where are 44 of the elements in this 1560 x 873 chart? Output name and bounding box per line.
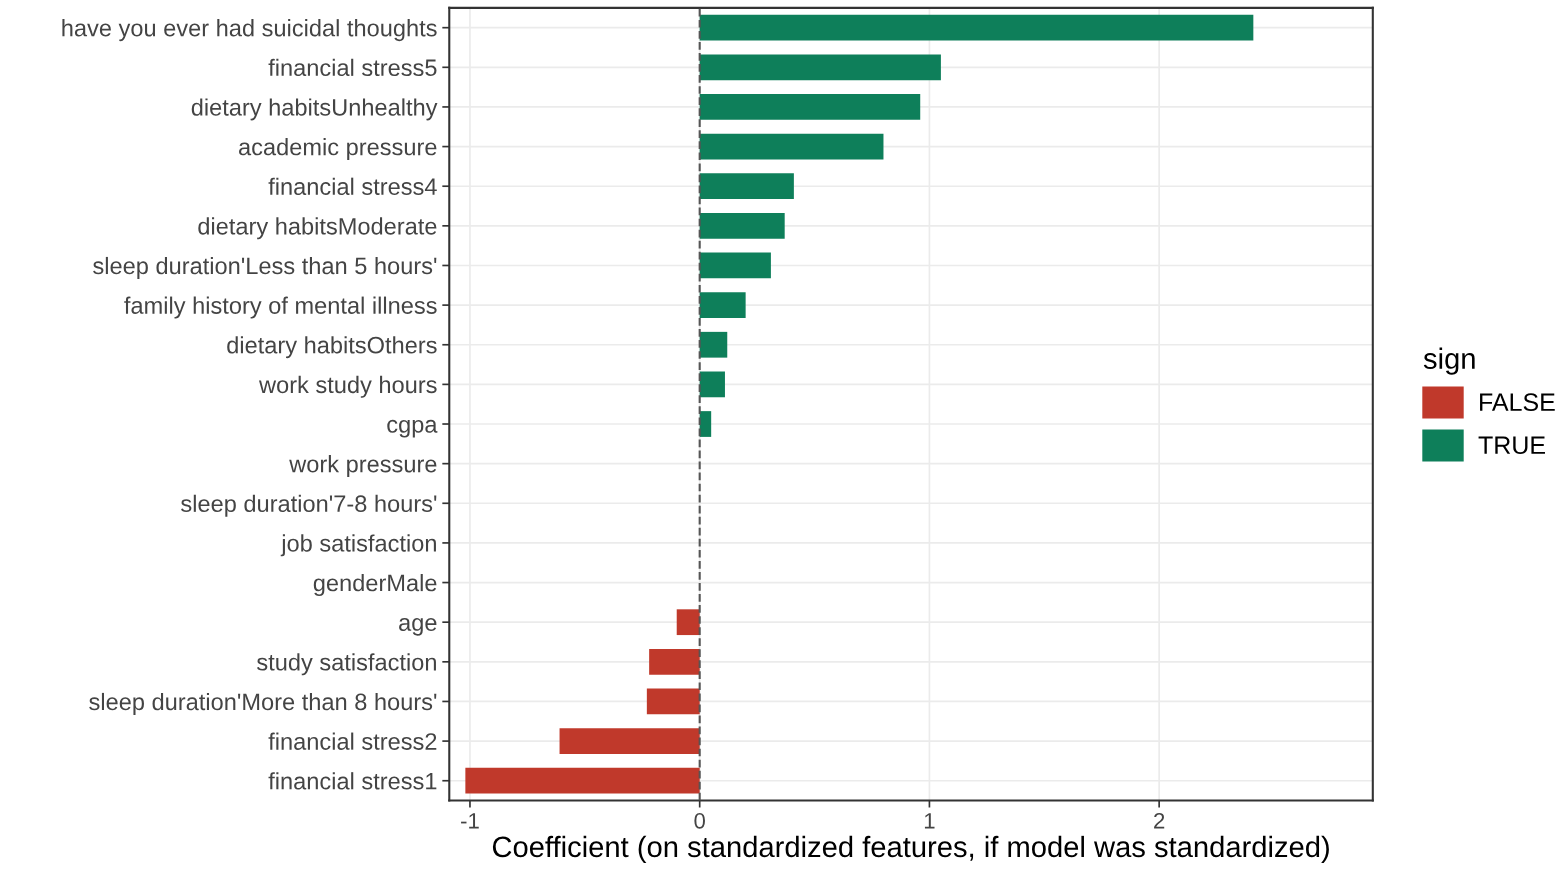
bar [676,609,700,636]
bar [699,371,725,398]
y-tick-label: dietary habitsOthers [227,336,437,359]
bar [699,14,1254,41]
bar [649,648,700,675]
bar [699,252,771,279]
bar [699,212,785,239]
bar [699,54,941,81]
y-tick-label: study satisfaction [257,653,436,676]
y-tick-label: financial stress2 [268,732,437,750]
bar [699,94,921,120]
y-tick-label: work study hours [258,375,437,398]
bar [699,173,794,200]
x-tick-label: -1 [461,813,479,829]
x-tick-label: 2 [1154,812,1165,829]
y-tick-label: financial stress5 [268,58,437,77]
x-axis-title: Coefficient (on standardized features, if model was standardized) [492,835,1329,864]
y-tick-label: age [399,618,437,636]
legend-title: sign [1423,347,1475,375]
bar [699,411,712,437]
bar [699,292,746,318]
y-tick-label: dietary habitsUnhealthy [191,98,438,121]
y-tick-label: genderMale [313,574,437,597]
legend-label: TRUE [1478,436,1545,455]
bar [699,331,728,358]
y-tick-label: job satisfaction [280,534,436,557]
x-tick-label: 0 [694,812,705,829]
y-tick-label: cgpa [387,419,438,438]
y-tick-label: have you ever had suicidal thoughts [62,19,437,42]
y-tick-label: academic pressure [239,138,437,161]
y-tick-label: sleep duration'Less than 5 hours' [93,256,437,279]
y-tick-label: sleep duration'7-8 hours' [181,494,437,517]
bar [699,133,884,160]
y-tick-label: dietary habitsModerate [198,217,437,240]
y-tick-label: work pressure [289,455,437,478]
bar [559,728,700,754]
y-tick-label: family history of mental illness [124,296,437,319]
bar [465,767,700,794]
y-tick-label: financial stress1 [268,772,437,790]
y-tick-label: sleep duration'More than 8 hours' [89,692,437,715]
y-tick-label: financial stress4 [268,177,437,195]
x-tick-label: 1 [924,813,935,829]
bar [646,688,700,715]
legend-label: FALSE [1480,393,1555,412]
